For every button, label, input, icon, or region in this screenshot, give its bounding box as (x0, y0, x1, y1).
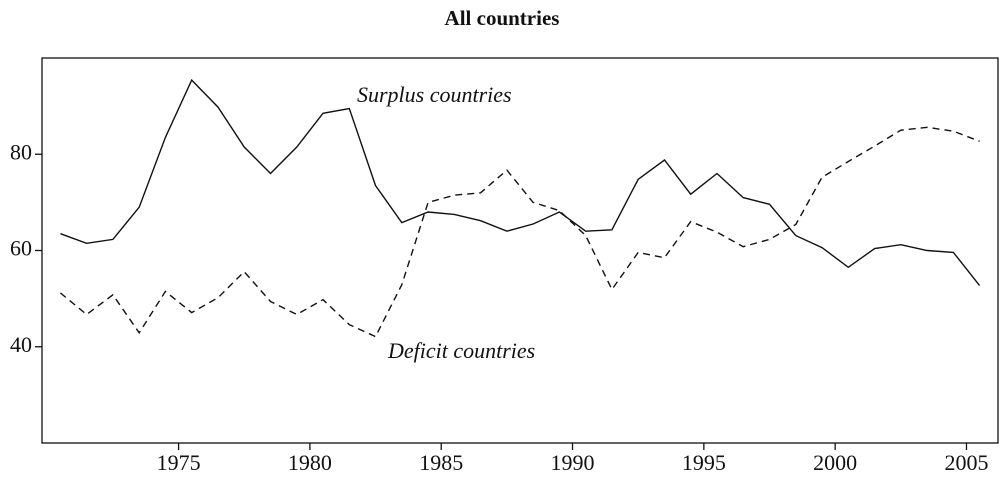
x-tick-label: 2000 (813, 450, 857, 475)
x-tick-label: 1975 (157, 450, 201, 475)
series-line (59, 126, 980, 338)
chart-title: All countries (445, 6, 560, 30)
x-tick-label: 1980 (288, 450, 332, 475)
x-tick-label: 2005 (944, 450, 988, 475)
y-tick-label: 40 (10, 332, 32, 357)
x-tick-label: 1985 (419, 450, 463, 475)
y-tick-label: 60 (10, 236, 32, 261)
x-tick-label: 1995 (682, 450, 726, 475)
series-annotation: Surplus countries (357, 82, 512, 107)
y-tick-label: 80 (10, 139, 32, 164)
series-line (60, 78, 981, 287)
plot-frame (41, 57, 999, 444)
series-annotation: Deficit countries (387, 338, 535, 363)
x-tick-label: 1990 (551, 450, 595, 475)
